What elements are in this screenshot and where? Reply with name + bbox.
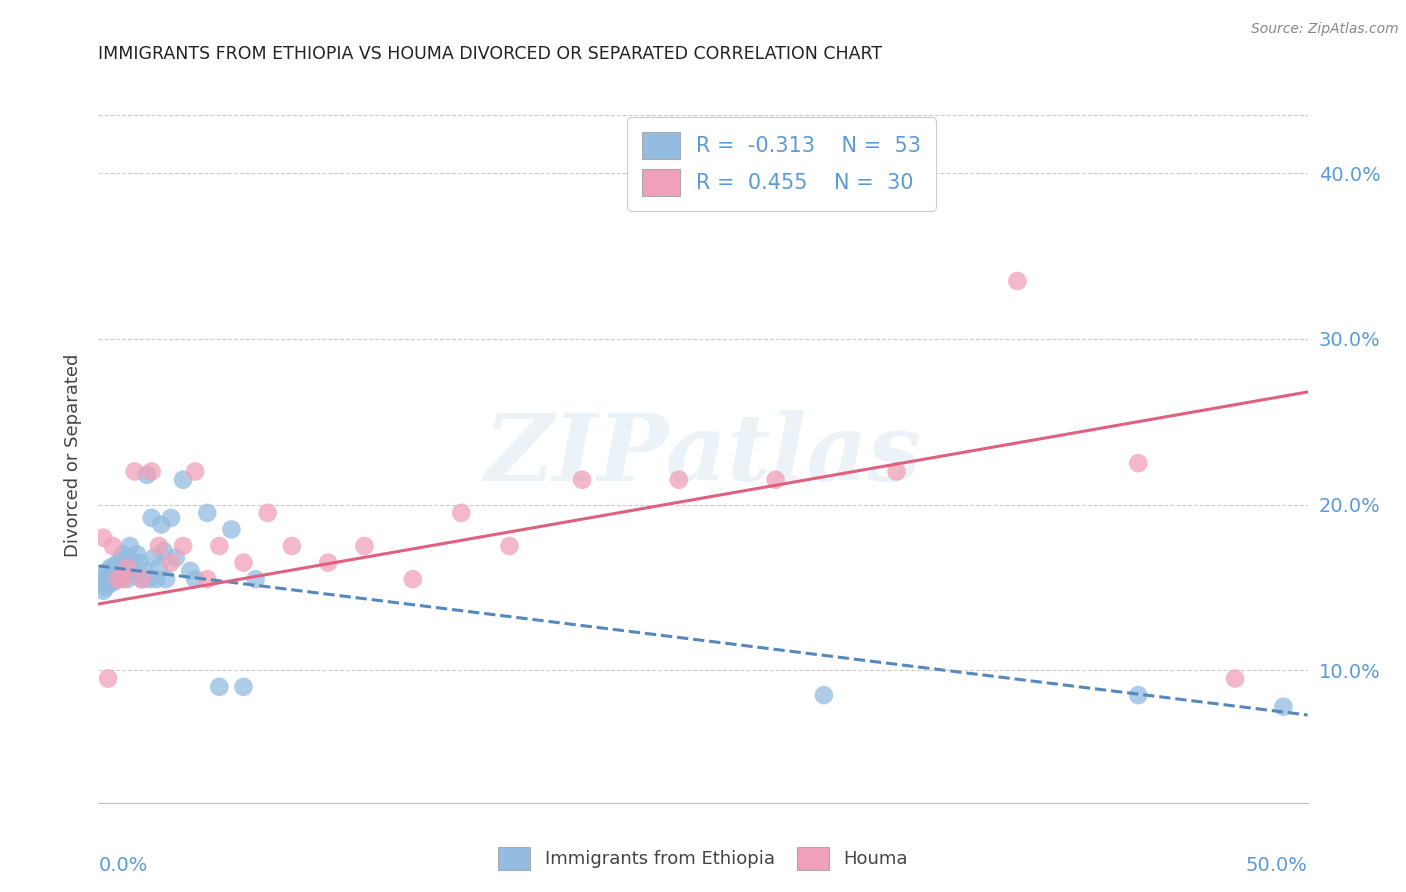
Point	[1128, 456, 1150, 470]
Point	[111, 564, 134, 578]
Point	[256, 506, 278, 520]
Point	[114, 556, 136, 570]
Point	[118, 560, 141, 574]
Point	[91, 531, 114, 545]
Text: 50.0%: 50.0%	[1246, 855, 1308, 875]
Point	[101, 539, 124, 553]
Point	[94, 567, 117, 582]
Point	[91, 583, 114, 598]
Point	[121, 556, 143, 570]
Point	[101, 575, 124, 590]
Point	[97, 577, 120, 591]
Point	[91, 575, 114, 590]
Point	[148, 560, 170, 574]
Point	[160, 511, 183, 525]
Point	[108, 560, 131, 574]
Text: Source: ZipAtlas.com: Source: ZipAtlas.com	[1251, 22, 1399, 37]
Point	[245, 572, 267, 586]
Point	[765, 473, 787, 487]
Point	[97, 564, 120, 578]
Point	[107, 564, 129, 578]
Point	[127, 547, 149, 561]
Point	[184, 465, 207, 479]
Point	[1223, 672, 1246, 686]
Point	[141, 465, 163, 479]
Point	[124, 567, 146, 582]
Point	[145, 572, 167, 586]
Point	[316, 556, 339, 570]
Point	[221, 523, 243, 537]
Point	[135, 467, 157, 482]
Point	[131, 572, 153, 586]
Point	[118, 539, 141, 553]
Point	[107, 572, 129, 586]
Point	[195, 506, 218, 520]
Point	[107, 556, 129, 570]
Point	[101, 567, 124, 582]
Point	[108, 569, 131, 583]
Legend: Immigrants from Ethiopia, Houma: Immigrants from Ethiopia, Houma	[491, 839, 915, 877]
Point	[208, 539, 231, 553]
Point	[124, 465, 146, 479]
Point	[886, 465, 908, 479]
Point	[100, 572, 122, 586]
Point	[160, 556, 183, 570]
Point	[141, 511, 163, 525]
Point	[94, 581, 117, 595]
Point	[104, 558, 127, 573]
Point	[668, 473, 690, 487]
Point	[1007, 274, 1029, 288]
Point	[1128, 688, 1150, 702]
Point	[208, 680, 231, 694]
Point	[353, 539, 375, 553]
Point	[232, 680, 254, 694]
Text: 0.0%: 0.0%	[98, 855, 148, 875]
Point	[134, 564, 156, 578]
Point	[131, 572, 153, 586]
Point	[150, 517, 173, 532]
Point	[117, 550, 139, 565]
Point	[111, 547, 134, 561]
Point	[128, 556, 150, 570]
Y-axis label: Divorced or Separated: Divorced or Separated	[63, 353, 82, 557]
Text: ZIPatlas: ZIPatlas	[485, 410, 921, 500]
Point	[100, 560, 122, 574]
Point	[172, 539, 194, 553]
Point	[281, 539, 304, 553]
Point	[143, 550, 166, 565]
Point	[195, 572, 218, 586]
Point	[155, 572, 177, 586]
Point	[232, 556, 254, 570]
Point	[172, 473, 194, 487]
Text: IMMIGRANTS FROM ETHIOPIA VS HOUMA DIVORCED OR SEPARATED CORRELATION CHART: IMMIGRANTS FROM ETHIOPIA VS HOUMA DIVORC…	[98, 45, 883, 62]
Point	[571, 473, 593, 487]
Point	[90, 572, 112, 586]
Point	[152, 544, 174, 558]
Point	[97, 672, 120, 686]
Point	[184, 572, 207, 586]
Point	[402, 572, 425, 586]
Point	[114, 567, 136, 582]
Point	[148, 539, 170, 553]
Point	[111, 572, 134, 586]
Point	[117, 560, 139, 574]
Point	[117, 572, 139, 586]
Point	[1272, 699, 1295, 714]
Point	[450, 506, 472, 520]
Point	[813, 688, 835, 702]
Point	[498, 539, 520, 553]
Point	[165, 550, 187, 565]
Point	[104, 572, 127, 586]
Point	[138, 572, 160, 586]
Point	[179, 564, 201, 578]
